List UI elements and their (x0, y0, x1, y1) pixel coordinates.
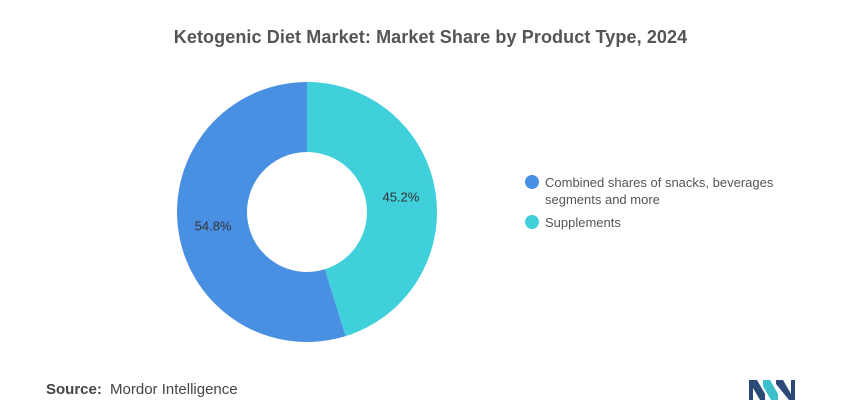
source-line: Source: Mordor Intelligence (46, 381, 238, 398)
chart-legend: Combined shares of snacks, beverages seg… (525, 174, 825, 237)
legend-swatch-supplements (525, 215, 539, 229)
legend-label-supplements: Supplements (545, 215, 621, 230)
legend-item-snacks-beverages: Combined shares of snacks, beverages seg… (525, 174, 825, 208)
source-value: Mordor Intelligence (110, 381, 238, 398)
source-key: Source: (46, 381, 102, 398)
donut-slice-supplements (307, 82, 437, 337)
mordor-intelligence-logo-icon (749, 380, 795, 400)
slice-label-snacks-beverages: 54.8% (195, 218, 232, 233)
legend-item-supplements: Supplements (525, 214, 825, 231)
chart-title: Ketogenic Diet Market: Market Share by P… (173, 27, 688, 47)
legend-swatch-snacks-beverages (525, 175, 539, 189)
legend-label-snacks-beverages: Combined shares of snacks, beverages seg… (545, 175, 774, 207)
slice-label-supplements: 45.2% (382, 190, 419, 205)
donut-slice-snacks-beverages (177, 82, 346, 343)
